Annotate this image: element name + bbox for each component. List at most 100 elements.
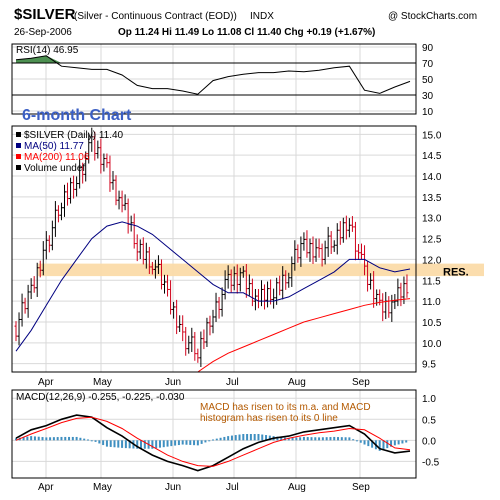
ohlc-bar [226,265,230,289]
macd-histogram-bar [166,440,169,447]
ohlc-bar [50,220,54,251]
price-x-tick: Apr [38,377,54,388]
ohlc-bar [353,221,357,261]
macd-histogram-bar [196,440,199,446]
macd-histogram-bar [390,440,393,447]
macd-histogram-bar [30,436,33,441]
macd-histogram-bar [52,437,55,441]
ohlc-bar [96,140,100,159]
ohlc-bar [87,133,91,164]
macd-histogram-bar [174,440,177,446]
ohlc-bar [114,175,118,206]
macd-histogram-bar [136,440,139,449]
macd-histogram-bar [98,440,101,444]
macd-histogram-bar [121,440,124,448]
macd-histogram-bar [299,437,302,441]
ohlc-bar [302,232,306,251]
ohlc-bar [23,297,27,314]
ohlc-bar [250,278,254,307]
ohlc-bar [153,259,157,279]
macd-histogram-bar [378,440,381,451]
macd-histogram-bar [230,435,233,441]
macd-histogram-bar [94,440,97,442]
ohlc-bar [62,184,66,217]
ohlc-bar [35,262,39,297]
macd-histogram-bar [41,437,44,441]
macd-histogram-bar [310,437,313,441]
macd-y-tick: 1.0 [422,394,436,405]
ohlc-bar [211,309,215,334]
macd-x-tick: Jun [165,482,181,493]
macd-histogram-bar [26,436,29,441]
macd-histogram-bar [208,440,211,442]
ohlc-bar [366,261,370,292]
macd-histogram-bar [219,437,222,441]
macd-histogram-bar [204,440,207,443]
macd-histogram-bar [359,440,362,443]
macd-histogram-bar [333,436,336,441]
macd-histogram-bar [45,437,48,441]
ohlc-bar [166,274,170,297]
exchange-label: INDX [250,11,274,22]
price-y-tick: 11.0 [422,297,441,308]
macd-histogram-bar [124,440,127,449]
ohlc-bar [311,236,315,265]
price-x-tick: May [93,377,112,388]
ohlc-bar [223,270,227,300]
six-month-chart-title: 6-month Chart [22,107,132,124]
macd-histogram-bar [242,434,245,441]
ohlc-bar [44,231,48,260]
ohlc-bar [72,175,76,199]
ohlc-bar [47,235,51,253]
macd-histogram-bar [33,436,36,441]
price-x-tick: Sep [352,377,370,388]
macd-annotation: MACD has risen to its m.a. and MACD [200,402,371,413]
price-y-tick: 11.5 [422,276,441,287]
macd-histogram-bar [155,440,158,449]
ohlc-bar [350,216,354,232]
macd-histogram-bar [162,440,165,448]
ohlc-bar [193,331,197,361]
macd-histogram-bar [397,440,400,445]
ohlc-bar [241,266,245,278]
macd-histogram-bar [268,435,271,441]
ohlc-bar [381,293,385,322]
macd-histogram-bar [181,440,184,445]
macd-histogram-bar [227,436,230,441]
resistance-band [38,263,484,277]
price-y-tick: 15.0 [422,130,442,141]
ohlc-bar [293,240,297,271]
macd-histogram-bar [56,437,59,441]
rsi-y-tick: 10 [422,107,434,118]
macd-histogram-bar [170,440,173,447]
macd-histogram-bar [71,436,74,441]
ohlc-bar [256,289,260,309]
macd-histogram-bar [113,440,116,448]
macd-histogram-bar [318,437,321,441]
macd-line [15,414,411,472]
ohlc-bar [396,278,400,307]
ohlc-bar [317,238,321,258]
price-y-tick: 13.5 [422,193,442,204]
macd-histogram-bar [86,439,89,441]
ohlc-bar [208,315,212,336]
ohlc-bar [369,273,373,290]
legend-entry: MA(200) 11.06 [24,152,90,163]
price-x-tick: Jul [226,377,239,388]
ohlc-bar [363,245,367,276]
ohlc-bar [214,292,218,322]
ohlc-bar [53,201,57,237]
macd-histogram-bar [143,440,146,449]
macd-y-tick: 0.5 [422,415,436,426]
symbol-title: $SILVER [14,6,76,23]
ohlc-bar [344,215,348,240]
ohlc-bar [199,331,203,367]
macd-histogram-bar [189,440,192,445]
rsi-y-tick: 70 [422,59,434,70]
ohlc-bar [147,246,151,275]
ohlc-bar [269,279,273,305]
ohlc-bar [190,327,194,352]
macd-histogram-bar [393,440,396,446]
ohlc-summary: Op 11.24 Hi 11.49 Lo 11.08 Cl 11.40 Chg … [118,27,375,38]
ohlc-bar [232,266,236,291]
